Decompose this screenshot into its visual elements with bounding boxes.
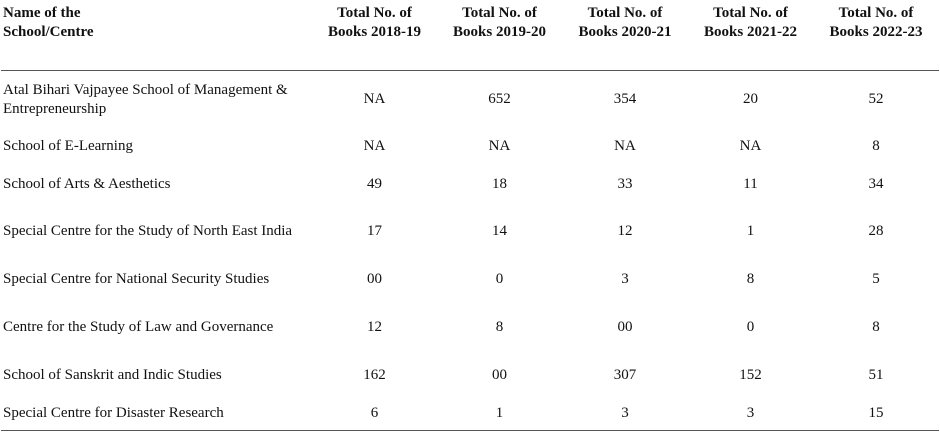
value-cell: 00 [492,367,507,383]
value-cell: NA [739,138,762,154]
header-text: Total No. of Books 2020-21 [578,5,672,40]
name-cell: School of Arts & Aesthetics [3,176,171,192]
value-cell: 152 [739,367,762,383]
table-row: Special Centre for Disaster Research 6 1 3 3… [1,396,939,431]
value-cell: NA [614,138,636,154]
value-cell: 354 [613,91,637,108]
value-cell: 307 [613,367,637,383]
header-text: Total No. of Books 2018-19 [328,5,421,40]
table-row: Special Centre for National Security Stu… [1,259,939,301]
value-cell: 8 [872,138,880,154]
table-row: Atal Bihari Vajpayee School of Managemen… [1,71,939,129]
value-cell: 0 [746,319,755,335]
table-row: Centre for the Study of Law and Governan… [1,301,939,355]
header-cell: Total No. of Books 2019-20 [437,0,562,71]
name-cell: School of Sanskrit and Indic Studies [3,367,222,383]
name-cell: Special Centre for Disaster Research [1,396,312,431]
value-cell: 1 [746,223,755,239]
name-cell: Atal Bihari Vajpayee School of Managemen… [3,81,288,117]
value-cell: 11 [743,176,758,192]
value-cell: 5 [872,271,880,287]
table-body: Atal Bihari Vajpayee School of Managemen… [1,71,939,431]
value-cell: 8 [872,319,880,335]
value-cell: 00 [617,319,633,335]
header-text: Name of the School/Centre [3,5,94,40]
value-cell: 1 [437,396,562,431]
header-cell: Total No. of Books 2022-23 [813,0,939,71]
value-cell: 52 [868,91,884,108]
value-cell: 652 [488,91,511,108]
name-cell: Centre for the Study of Law and Governan… [3,319,274,335]
value-cell: 15 [813,396,939,431]
value-cell: 00 [367,271,382,287]
table-row: School of E-Learning NA NA NA NA 8 [1,129,939,165]
header-cell: Total No. of Books 2020-21 [562,0,688,71]
value-cell: 8 [746,271,755,287]
header-text: Total No. of Books 2022-23 [829,5,923,40]
value-cell: 33 [617,176,633,192]
value-cell: 18 [492,176,507,192]
table-row: School of Arts & Aesthetics 49 18 33 11 34 [1,165,939,205]
table-row: Special Centre for the Study of North Ea… [1,205,939,259]
value-cell: 3 [688,396,813,431]
value-cell: NA [363,138,386,154]
value-cell: 28 [868,223,884,239]
table-row: School of Sanskrit and Indic Studies 162 0… [1,355,939,397]
value-cell: 17 [367,223,382,239]
value-cell: 34 [868,176,884,192]
value-cell: 12 [617,223,633,239]
header-cell: Name of the School/Centre [1,0,312,71]
header-text: Total No. of Books 2021-22 [704,5,797,40]
header-text: Total No. of Books 2019-20 [453,5,546,40]
value-cell: 20 [743,91,758,108]
value-cell: 0 [495,271,504,287]
header-cell: Total No. of Books 2021-22 [688,0,813,71]
value-cell: 3 [562,396,688,431]
value-cell: 14 [492,223,507,239]
name-cell: Special Centre for National Security Stu… [3,271,270,287]
value-cell: 3 [621,271,629,287]
name-cell: Special Centre for the Study of North Ea… [3,223,293,239]
value-cell: 49 [367,176,382,192]
header-row: Name of the School/Centre Total No. of Bo… [1,0,939,71]
value-cell: NA [488,138,511,154]
header-cell: Total No. of Books 2018-19 [312,0,437,71]
name-cell: School of E-Learning [3,138,133,154]
value-cell: 162 [363,367,386,383]
value-cell: 51 [868,367,884,383]
value-cell: 12 [367,319,382,335]
value-cell: NA [363,91,386,108]
value-cell: 8 [495,319,504,335]
value-cell: 6 [312,396,437,431]
